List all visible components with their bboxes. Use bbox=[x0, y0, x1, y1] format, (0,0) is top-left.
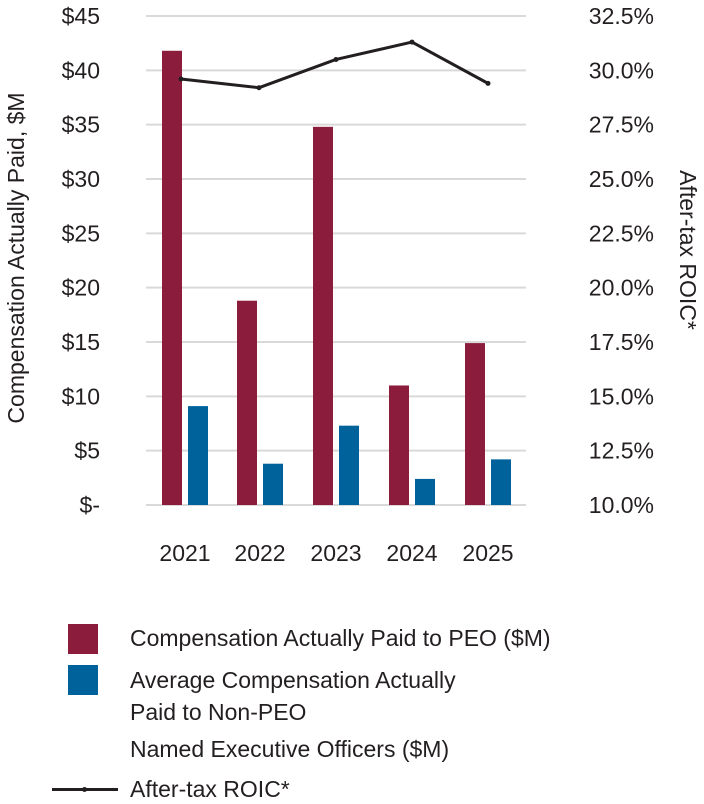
x-tick-label: 2024 bbox=[386, 540, 437, 566]
bar-neo bbox=[263, 463, 283, 505]
y-tick-label: $10 bbox=[62, 383, 100, 409]
bar-peo bbox=[465, 343, 485, 505]
y-axis-label: Compensation Actually Paid, $M bbox=[3, 92, 29, 423]
y2-tick-label: 25.0% bbox=[589, 166, 654, 192]
gridlines bbox=[146, 15, 526, 506]
x-tick-label: 2025 bbox=[462, 540, 513, 566]
left-axis-ticks: $- $5 $10 $15 $20 $25 $30 $35 $40 $45 bbox=[62, 3, 100, 518]
y2-tick-label: 27.5% bbox=[589, 112, 654, 138]
x-tick-label: 2021 bbox=[159, 540, 210, 566]
y2-tick-label: 22.5% bbox=[589, 220, 654, 246]
y2-tick-label: 17.5% bbox=[589, 329, 654, 355]
y-tick-label: $35 bbox=[62, 112, 100, 138]
bars bbox=[162, 50, 511, 505]
y2-tick-label: 12.5% bbox=[589, 438, 654, 464]
roic-polyline bbox=[180, 40, 489, 90]
y-tick-label: $20 bbox=[62, 275, 100, 301]
x-tick-label: 2022 bbox=[234, 540, 285, 566]
y-tick-label: $40 bbox=[62, 57, 100, 83]
y2-tick-label: 30.0% bbox=[589, 57, 654, 83]
roic-point bbox=[256, 85, 262, 91]
y-tick-label: $15 bbox=[62, 329, 100, 355]
y2-tick-label: 15.0% bbox=[589, 383, 654, 409]
bar-neo bbox=[491, 459, 511, 505]
y2-tick-label: 32.5% bbox=[589, 3, 654, 29]
bar-neo bbox=[339, 425, 359, 505]
y2-axis-label: After-tax ROIC* bbox=[675, 170, 701, 330]
bar-peo bbox=[313, 126, 333, 505]
bar-peo bbox=[237, 300, 257, 505]
y2-tick-label: 10.0% bbox=[589, 492, 654, 518]
roic-point bbox=[409, 39, 415, 45]
roic-line bbox=[178, 39, 491, 91]
roic-point bbox=[178, 76, 184, 82]
y-tick-label: $25 bbox=[62, 220, 100, 246]
right-axis-ticks: 10.0% 12.5% 15.0% 17.5% 20.0% 22.5% 25.0% 27.5%… bbox=[589, 3, 654, 518]
bar-peo bbox=[389, 385, 409, 505]
y-tick-label: $5 bbox=[74, 438, 100, 464]
y-tick-label: $- bbox=[80, 492, 100, 518]
y2-tick-label: 20.0% bbox=[589, 275, 654, 301]
roic-point bbox=[485, 80, 491, 86]
y-tick-label: $30 bbox=[62, 166, 100, 192]
x-axis-ticks: 2021 2022 2023 2024 2025 bbox=[159, 540, 513, 566]
y-tick-label: $45 bbox=[62, 3, 100, 29]
bar-neo bbox=[415, 478, 435, 505]
bar-peo bbox=[162, 50, 182, 505]
x-tick-label: 2023 bbox=[310, 540, 361, 566]
roic-point bbox=[333, 56, 339, 62]
bar-neo bbox=[188, 406, 208, 505]
